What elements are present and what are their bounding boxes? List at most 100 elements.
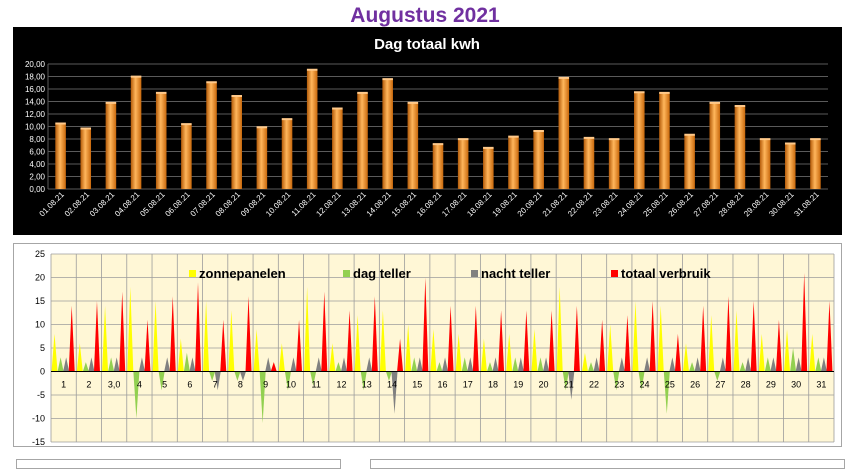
- series-spike: [51, 333, 58, 372]
- series-spike: [801, 272, 808, 372]
- bar-top: [759, 138, 771, 141]
- x-tick-label: 05.08.21: [138, 190, 167, 219]
- series-spike: [209, 371, 216, 381]
- x-tick-label: 12: [336, 380, 346, 390]
- bar-top: [80, 127, 92, 130]
- y-tick-label: 8,00: [29, 135, 45, 144]
- series-spike: [725, 296, 732, 372]
- bar: [181, 124, 192, 189]
- x-tick-label: 07.08.21: [189, 190, 218, 219]
- series-spike: [573, 305, 580, 372]
- bar: [810, 139, 821, 189]
- y-tick-label: 15: [35, 296, 45, 306]
- series-spike: [694, 357, 701, 372]
- series-spike: [329, 343, 336, 372]
- bar-top: [483, 146, 494, 149]
- series-spike: [321, 291, 328, 372]
- series-spike: [371, 296, 378, 372]
- bar-top: [608, 138, 620, 141]
- series-spike: [391, 371, 398, 414]
- bar: [709, 103, 721, 189]
- bar: [407, 103, 419, 189]
- legend-label: totaal verbruik: [621, 266, 711, 281]
- series-spike: [88, 357, 95, 372]
- series-spike: [506, 333, 513, 372]
- series-spike: [68, 305, 75, 372]
- x-tick-label: 29.08.21: [742, 190, 771, 219]
- series-spike: [739, 362, 746, 372]
- series-spike: [517, 357, 524, 372]
- series-spike: [82, 362, 89, 372]
- bar: [80, 129, 92, 189]
- bar-top: [457, 138, 469, 141]
- series-spike: [133, 371, 140, 419]
- legend-label: dag teller: [353, 266, 411, 281]
- series-spike: [354, 315, 361, 372]
- y-tick-label: 4,00: [29, 160, 45, 169]
- y-tick-label: 0: [40, 367, 45, 377]
- series-spike: [335, 362, 342, 372]
- series-spike: [733, 310, 740, 372]
- bar: [357, 93, 368, 189]
- series-spike: [430, 329, 437, 372]
- series-spike: [436, 362, 443, 372]
- x-tick-label: 1: [61, 380, 66, 390]
- legend-swatch: [611, 270, 618, 277]
- series-spike: [239, 371, 246, 381]
- x-tick-label: 11.08.21: [290, 190, 318, 218]
- series-spike: [719, 357, 726, 372]
- bar: [382, 79, 393, 189]
- x-tick-label: 31: [816, 380, 826, 390]
- x-tick-label: 08.08.21: [214, 190, 243, 219]
- lower-left-panel: [16, 459, 341, 469]
- bar: [256, 127, 268, 189]
- series-spike: [750, 301, 757, 372]
- daily-total-chart-svg: Dag totaal kwh 0,00 2,00 4,00 6,00 8,00 10,00 1…: [25, 36, 828, 219]
- series-spike: [411, 357, 418, 372]
- series-spike: [164, 357, 171, 372]
- bar-top: [508, 135, 519, 138]
- series-spike: [228, 310, 235, 372]
- series-spike: [310, 371, 317, 386]
- series-spike: [203, 301, 210, 372]
- bar: [483, 148, 494, 189]
- legend-swatch: [189, 270, 196, 277]
- bar-top: [281, 118, 293, 121]
- series-spike: [63, 357, 70, 372]
- series-spike: [296, 319, 303, 372]
- series-spike: [379, 310, 386, 372]
- series-spike: [76, 343, 83, 372]
- series-spike: [472, 305, 479, 372]
- x-tick-label: 13.08.21: [340, 190, 369, 219]
- bar-top: [105, 101, 117, 104]
- bar-top: [130, 75, 142, 78]
- series-spike: [152, 301, 159, 372]
- x-tick-label: 09.08.21: [239, 190, 268, 219]
- bar: [457, 139, 469, 189]
- x-tick-label: 06.08.21: [163, 190, 192, 219]
- series-spike: [461, 357, 468, 372]
- y-tick-label: 20: [35, 273, 45, 283]
- series-spike: [304, 286, 311, 372]
- series-spike: [669, 357, 676, 372]
- y-tick-label: -10: [32, 414, 45, 424]
- bar: [533, 131, 544, 189]
- series-spike: [385, 371, 392, 381]
- x-tick-label: 14: [387, 380, 397, 390]
- series-spike: [284, 371, 291, 391]
- x-tick-label: 22.08.21: [566, 190, 595, 219]
- series-spike: [169, 296, 176, 372]
- series-spike: [498, 310, 505, 372]
- bar: [105, 103, 117, 189]
- series-spike: [809, 333, 816, 372]
- series-spike: [158, 371, 165, 391]
- x-tick-label: 4: [137, 380, 142, 390]
- lower-right-panel: [370, 459, 845, 469]
- series-spike: [714, 371, 721, 381]
- bar-top: [583, 136, 595, 139]
- bar: [332, 109, 343, 189]
- bar-top: [55, 122, 66, 125]
- series-spike: [556, 286, 563, 372]
- y-tick-label: 5: [40, 343, 45, 353]
- x-tick-label: 20.08.21: [516, 190, 545, 219]
